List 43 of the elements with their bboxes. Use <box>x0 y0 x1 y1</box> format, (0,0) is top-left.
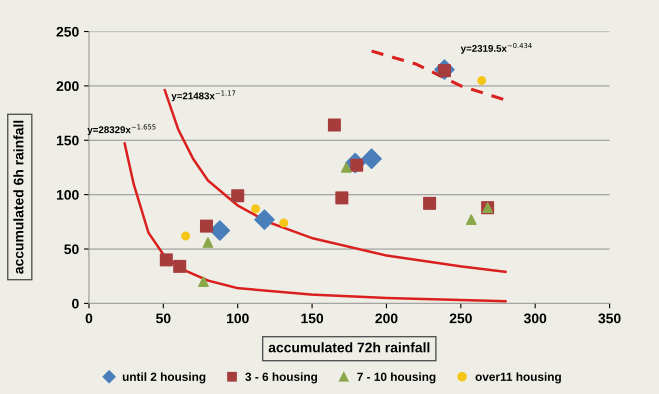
point <box>361 148 382 170</box>
point <box>251 204 260 214</box>
point <box>198 276 209 287</box>
x-tick-label: 250 <box>450 313 472 324</box>
annotation: y=21483x$^{−1.17}$ <box>171 90 236 102</box>
point <box>477 76 486 85</box>
point <box>328 118 341 132</box>
y-axis-title: accumulated 6h rainfall <box>13 120 24 274</box>
point <box>340 162 352 173</box>
x-tick-label: 350 <box>598 313 621 324</box>
line-series <box>164 88 507 274</box>
point <box>200 220 213 233</box>
point <box>202 237 214 248</box>
point <box>173 260 186 273</box>
point <box>254 209 275 230</box>
line-series <box>123 142 507 302</box>
point <box>181 231 190 240</box>
legend-label: until 2 housing <box>122 372 206 384</box>
point <box>160 253 173 266</box>
annotation: y=28329x$^{−1.655}$ <box>87 124 156 136</box>
point <box>423 196 436 210</box>
y-tick-label: 0 <box>72 298 79 309</box>
y-tick-label: 50 <box>64 244 79 254</box>
point <box>210 220 230 241</box>
y-tick-label: 150 <box>56 136 79 146</box>
x-tick-label: 100 <box>227 313 249 324</box>
annotation: y=2319.5x$^{−0.434}$ <box>460 42 532 54</box>
legend-label: 7 - 10 housing <box>357 372 436 384</box>
y-tick-label: 100 <box>56 190 79 200</box>
point <box>231 189 244 202</box>
x-tick-label: 300 <box>524 313 546 324</box>
point <box>279 218 288 228</box>
x-tick-label: 0 <box>86 313 92 324</box>
y-tick-label: 250 <box>56 26 79 37</box>
y-tick-label: 200 <box>56 81 79 92</box>
point <box>466 214 477 225</box>
x-tick-label: 50 <box>156 313 170 324</box>
x-tick-label: 150 <box>301 313 324 324</box>
x-axis-title: accumulated 72h rainfall <box>268 342 430 352</box>
legend-label: over11 housing <box>476 372 561 384</box>
point <box>335 191 348 204</box>
legend-label: 3 - 6 housing <box>245 372 318 384</box>
x-tick-label: 200 <box>375 313 398 324</box>
